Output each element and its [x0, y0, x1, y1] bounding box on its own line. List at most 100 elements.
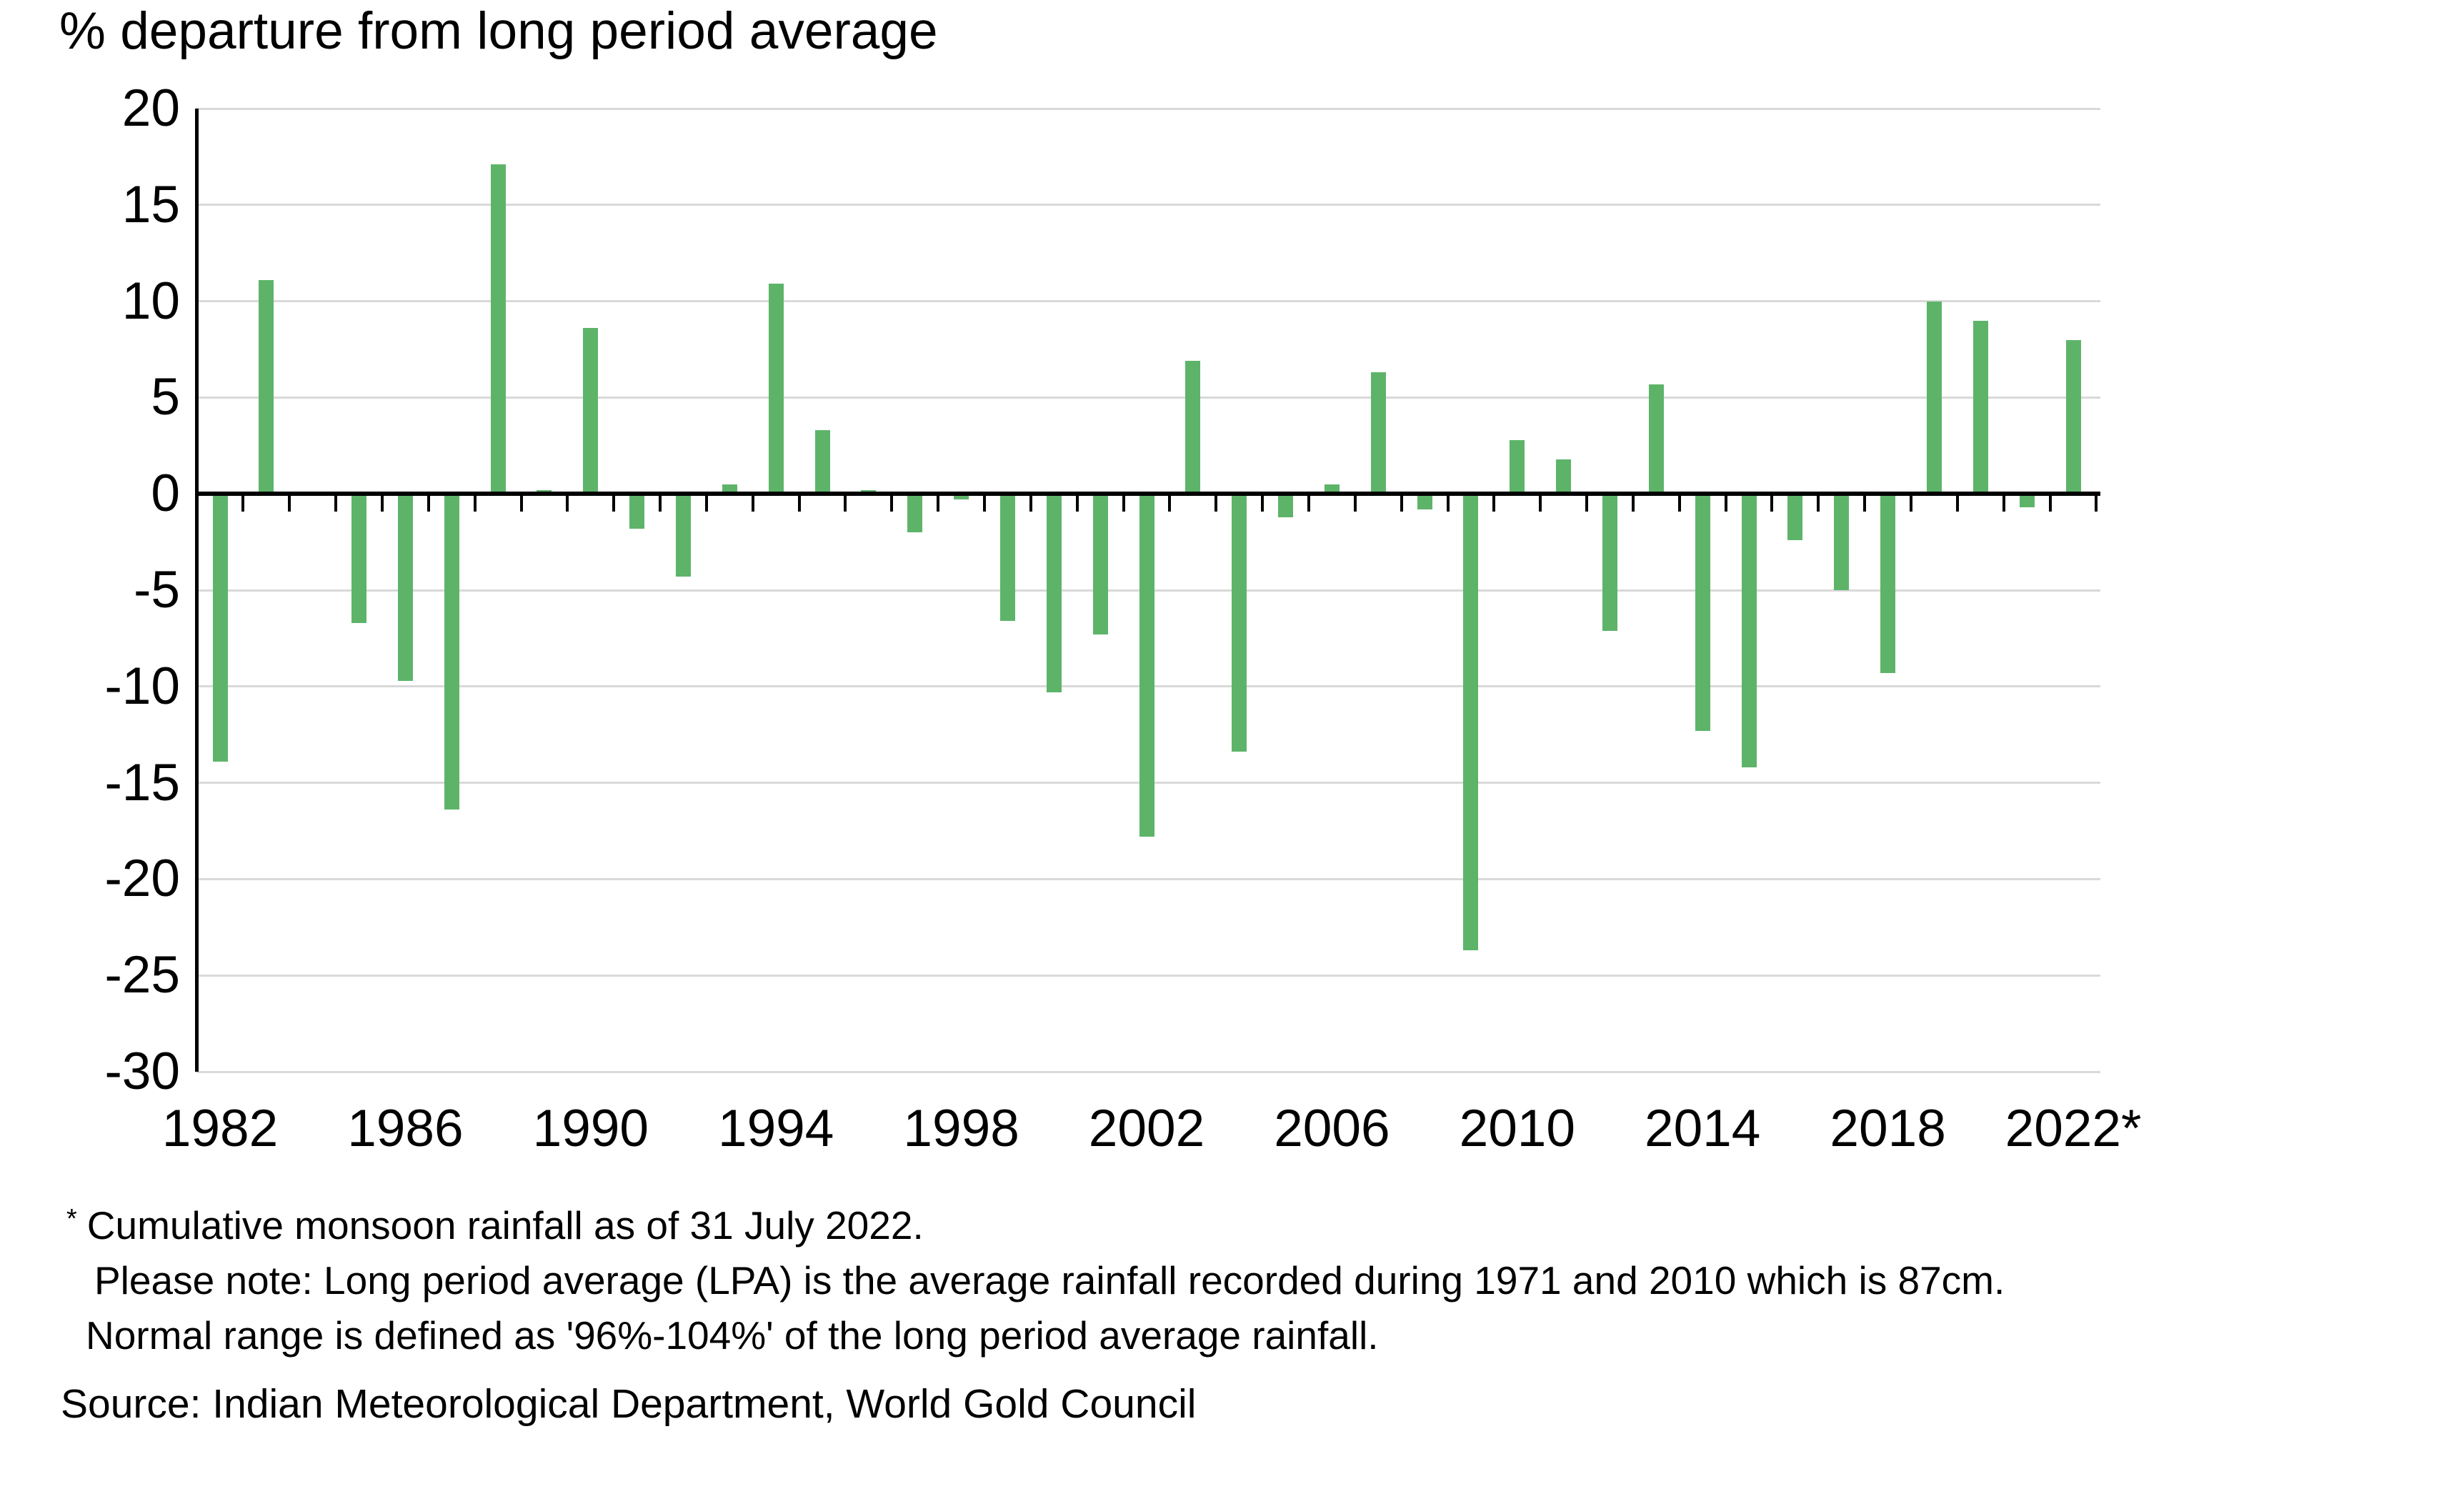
x-axis-tick	[797, 496, 801, 512]
y-axis-label: -25	[104, 946, 180, 1005]
bar-2017	[1834, 494, 1850, 590]
x-axis-tick	[659, 496, 662, 512]
x-axis-label-1998: 1998	[903, 1100, 1019, 1157]
x-axis-label-1982: 1982	[161, 1100, 279, 1157]
x-axis-label-2006: 2006	[1274, 1100, 1390, 1157]
bar-1998	[954, 494, 969, 500]
x-axis-tick	[1724, 496, 1727, 512]
footnote-asterisk: *	[66, 1204, 77, 1234]
bar-2021	[2019, 494, 2035, 508]
x-axis-tick	[1446, 496, 1450, 512]
x-axis-tick	[427, 496, 430, 512]
footnote-line-2: Please note: Long period average (LPA) i…	[94, 1258, 2005, 1303]
x-axis-tick	[1955, 496, 1959, 512]
gridline-5	[196, 396, 2100, 399]
x-axis-tick	[1817, 496, 1820, 512]
bar-1993	[722, 484, 737, 494]
bar-1999	[999, 494, 1015, 622]
footnote-line-3: Normal range is defined as '96%-104%' of…	[86, 1313, 1379, 1358]
x-axis-tick	[1400, 496, 1403, 512]
bar-2008	[1417, 494, 1432, 509]
y-axis-label: -15	[104, 753, 180, 812]
y-axis-label: 15	[121, 175, 180, 234]
gridline--25	[196, 974, 2100, 977]
x-axis-tick	[519, 496, 523, 512]
x-axis-tick	[1863, 496, 1867, 512]
y-axis-label: 0	[151, 464, 180, 523]
x-axis-tick	[1585, 496, 1589, 512]
bar-1985	[351, 494, 367, 623]
source-text: Source: Indian Meteorological Department…	[61, 1381, 1197, 1427]
x-axis-tick	[288, 496, 291, 512]
y-axis-line	[195, 109, 199, 1072]
x-axis-tick	[1353, 496, 1357, 512]
x-axis-label-2014: 2014	[1644, 1100, 1761, 1157]
x-axis-tick	[1261, 496, 1265, 512]
x-axis-tick	[1307, 496, 1310, 512]
bar-2000	[1046, 494, 1062, 692]
x-axis-tick	[1492, 496, 1496, 512]
bar-1987	[444, 494, 459, 810]
x-axis-tick	[1770, 496, 1774, 512]
bar-1991	[629, 494, 645, 529]
x-axis-label-1986: 1986	[347, 1100, 464, 1157]
x-axis-tick	[2048, 496, 2052, 512]
x-axis-tick	[1910, 496, 1913, 512]
bar-2006	[1324, 484, 1340, 494]
x-axis-tick	[1122, 496, 1125, 512]
bar-1997	[907, 494, 923, 533]
x-axis-tick	[704, 496, 708, 512]
x-axis-label-1994: 1994	[717, 1100, 834, 1157]
x-axis-tick	[2002, 496, 2005, 512]
bar-1983	[259, 279, 274, 494]
bar-2018	[1880, 494, 1896, 673]
y-axis-label: 5	[151, 368, 180, 427]
bar-2014	[1695, 494, 1710, 731]
bar-2009	[1463, 494, 1479, 951]
bar-2016	[1787, 494, 1803, 540]
x-axis-tick	[844, 496, 847, 512]
x-axis-tick	[195, 496, 199, 512]
bar-1986	[397, 494, 413, 681]
bar-2013	[1648, 384, 1664, 494]
bar-2003	[1185, 361, 1201, 494]
bar-2010	[1510, 439, 1525, 494]
y-axis-label: -30	[104, 1042, 180, 1100]
x-axis-tick	[1631, 496, 1635, 512]
gridline--30	[196, 1070, 2100, 1073]
bar-2020	[1972, 320, 1988, 494]
x-axis-tick	[1214, 496, 1218, 512]
x-axis-tick	[1075, 496, 1079, 512]
x-axis-zero-line	[195, 492, 2100, 497]
x-axis-tick	[1539, 496, 1542, 512]
x-axis-label-2010: 2010	[1459, 1100, 1575, 1157]
bar-1982	[212, 494, 228, 762]
bar-1992	[676, 494, 691, 577]
gridline-15	[196, 204, 2100, 206]
bar-1994	[768, 284, 784, 494]
x-axis-tick	[566, 496, 569, 512]
x-axis-tick	[1029, 496, 1032, 512]
x-axis-label-2002: 2002	[1088, 1100, 1205, 1157]
x-axis-tick	[2095, 496, 2098, 512]
y-axis-label: 10	[121, 272, 180, 330]
x-axis-label-2022: 2022*	[2005, 1100, 2142, 1157]
bar-2002	[1139, 494, 1154, 837]
footnote-line-1: * Cumulative monsoon rainfall as of 31 Ju…	[66, 1202, 924, 1248]
x-axis-tick	[241, 496, 245, 512]
bar-1990	[583, 328, 599, 494]
gridline--20	[196, 877, 2100, 880]
chart-title: % departure from long period average	[59, 2, 938, 60]
bar-2022	[2065, 339, 2081, 494]
bar-1995	[814, 430, 830, 494]
x-axis-tick	[751, 496, 754, 512]
bar-2011	[1556, 459, 1572, 494]
bar-2019	[1926, 301, 1942, 494]
x-axis-tick	[473, 496, 477, 512]
y-axis-label: -5	[134, 561, 180, 619]
x-axis-tick	[1677, 496, 1681, 512]
x-axis-tick	[334, 496, 338, 512]
x-axis-tick	[983, 496, 987, 512]
